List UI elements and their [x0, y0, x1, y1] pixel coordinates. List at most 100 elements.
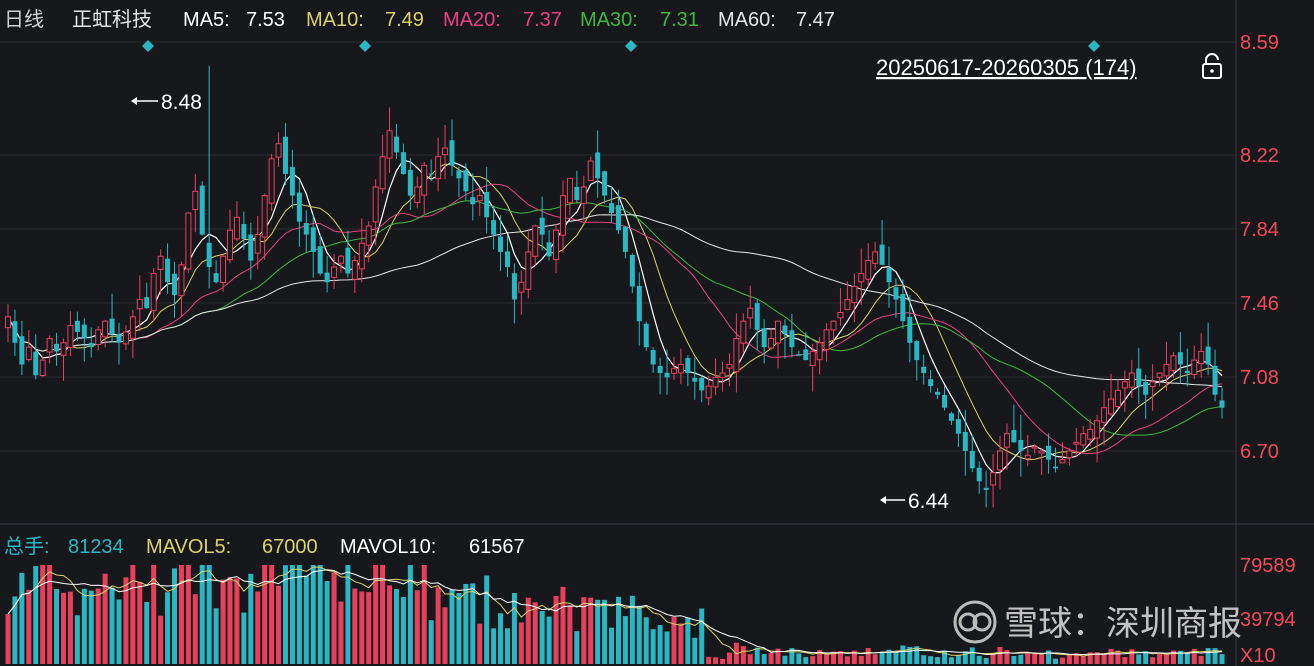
volume-bar [1184, 652, 1190, 664]
volume-bar [1025, 653, 1031, 664]
volume-bar [421, 565, 427, 664]
volume-bar [935, 657, 941, 664]
volume-bar [914, 646, 920, 664]
candle [220, 254, 227, 292]
candle [546, 230, 552, 261]
volume-bar [872, 654, 878, 664]
candle [25, 330, 32, 362]
volume-bar [1066, 654, 1072, 664]
candle [1136, 347, 1142, 405]
period-label[interactable]: 日线 [4, 8, 44, 31]
candle [67, 311, 74, 357]
volume-bar [636, 605, 642, 664]
volume-bar [26, 589, 32, 664]
volume-bar [449, 589, 455, 664]
candle [81, 318, 87, 362]
ma5-value: 7.53 [246, 9, 285, 31]
candle [470, 173, 476, 221]
candle [511, 263, 517, 324]
volume-bar [699, 608, 705, 664]
candle [5, 304, 11, 343]
candle [1114, 379, 1121, 410]
volume-bar [511, 593, 517, 664]
volume-bar [1046, 650, 1052, 664]
candle [539, 196, 545, 251]
volume-bar [990, 653, 996, 664]
volume-bar [1219, 654, 1225, 664]
mavol10-value: 61567 [469, 536, 525, 558]
candle [622, 226, 628, 259]
candle [254, 215, 261, 270]
volume-bar [310, 565, 316, 664]
volume-bar [60, 592, 66, 664]
candle [712, 358, 719, 396]
candle [226, 209, 233, 264]
volume-bar [456, 593, 462, 664]
mavol10-line [7, 569, 1223, 656]
candle [1101, 390, 1108, 446]
candle [1170, 352, 1177, 379]
volume-bar [886, 649, 892, 664]
candle [504, 235, 510, 278]
volume-bar [185, 565, 191, 664]
event-markers[interactable] [142, 40, 1100, 52]
volume-bar [900, 645, 906, 664]
candle [615, 189, 621, 234]
volume-bar [720, 658, 726, 664]
candle [699, 375, 705, 403]
candle [136, 275, 143, 332]
candle [935, 388, 941, 400]
volume-bar [33, 566, 39, 664]
ma20-line [7, 183, 1223, 455]
volume-bar [213, 608, 219, 664]
candle [248, 222, 254, 280]
volume-bar [1164, 654, 1170, 664]
volume-bar [664, 631, 670, 664]
candle [858, 248, 865, 306]
volume-bar [1018, 654, 1024, 664]
volume-bar [206, 565, 212, 664]
candle [650, 347, 656, 373]
volume-bar [54, 589, 60, 664]
candle [414, 176, 421, 209]
candle [241, 211, 247, 250]
volume-bar [345, 565, 351, 664]
candle [1128, 359, 1135, 398]
candle [740, 313, 747, 354]
lock-icon[interactable] [1202, 53, 1222, 79]
volume-bar [893, 651, 899, 664]
volume-tick: X10 [1240, 645, 1276, 666]
candle [754, 298, 760, 351]
candle [109, 293, 115, 343]
ma20-value: 7.37 [523, 9, 562, 31]
volume-bar [227, 577, 233, 664]
volume-bar [789, 648, 795, 664]
candle [830, 320, 837, 345]
volume-bar [470, 583, 476, 664]
volume-bar [1032, 652, 1038, 664]
candle [1184, 348, 1190, 387]
candle [1205, 322, 1211, 375]
candle [275, 132, 282, 167]
mavol10-label: MAVOL10: [340, 536, 436, 558]
volume-bar [685, 617, 691, 664]
candle [46, 335, 53, 364]
candle [456, 166, 462, 198]
volume-bar [289, 565, 295, 664]
candle [921, 354, 927, 385]
volume-bar [81, 588, 87, 664]
date-range-label[interactable]: 20250617-20260305 (174) [876, 55, 1137, 80]
volume-bar [158, 615, 164, 664]
candle [213, 260, 219, 284]
volume-bar [5, 614, 11, 664]
candle [282, 122, 288, 185]
candle [1163, 342, 1170, 391]
volume-bar [1177, 650, 1183, 664]
volume-bar [942, 650, 948, 664]
watermark: 雪球：深圳商报 [953, 600, 1242, 644]
candle [129, 309, 136, 359]
candle [491, 205, 497, 250]
volume-bar [588, 597, 594, 664]
volume-bar [692, 637, 698, 664]
